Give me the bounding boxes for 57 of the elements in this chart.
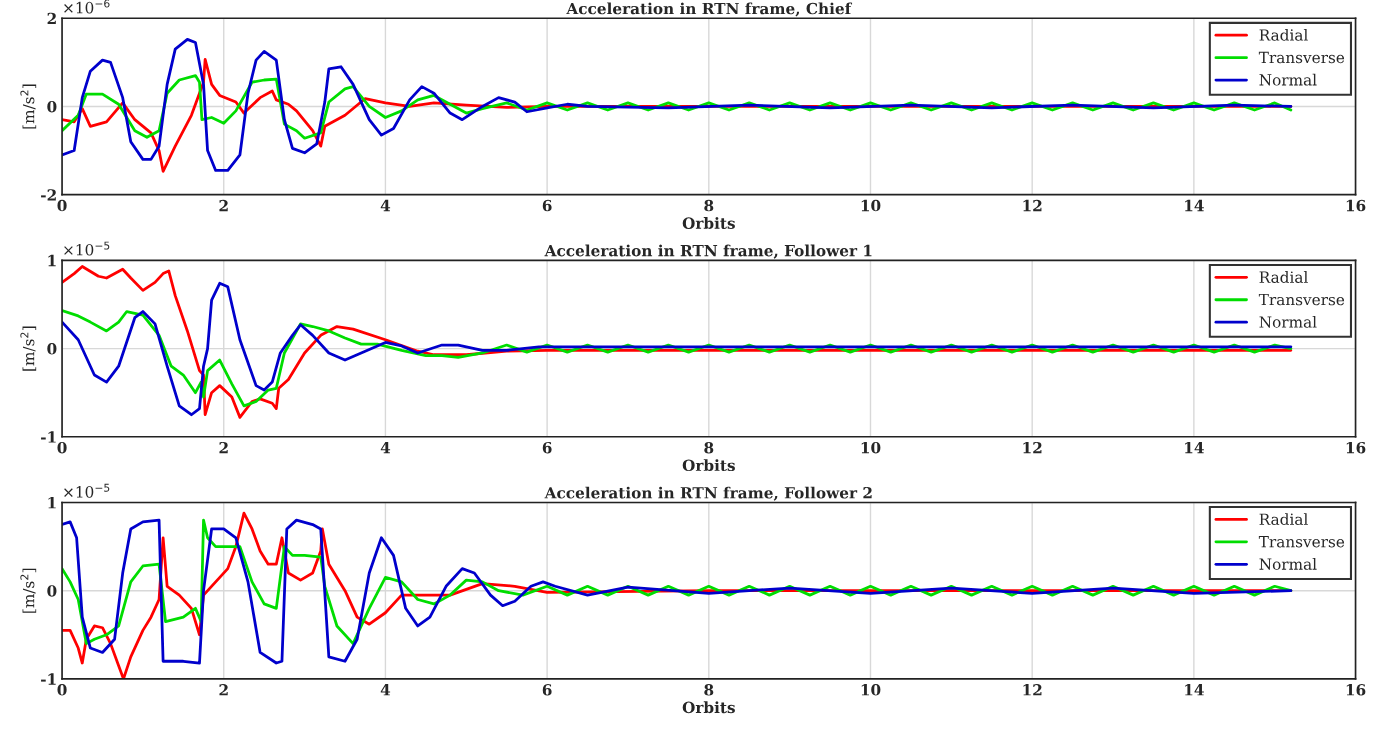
y-tick-label: 2 bbox=[47, 12, 56, 25]
x-tick-label: 4 bbox=[380, 684, 391, 696]
chart-title: Acceleration in RTN frame, Follower 2 bbox=[544, 486, 872, 501]
x-tick-label: 10 bbox=[861, 199, 881, 212]
y-tick-label: 1 bbox=[48, 254, 56, 267]
x-axis-title: Orbits bbox=[682, 459, 735, 472]
x-tick-label: 14 bbox=[1185, 684, 1204, 696]
legend-label: Normal bbox=[1259, 73, 1317, 86]
chart-title: Acceleration in RTN frame, Chief bbox=[566, 2, 853, 17]
legend-label: Normal bbox=[1259, 558, 1317, 570]
y-axis-title: [m/s$^{2}$] bbox=[20, 84, 37, 129]
legend-label: Normal bbox=[1259, 315, 1317, 328]
x-tick-label: 8 bbox=[704, 199, 714, 212]
x-tick-label: 6 bbox=[542, 441, 552, 454]
x-tick-label: 16 bbox=[1346, 441, 1366, 454]
legend-label: Transverse bbox=[1258, 536, 1345, 548]
legend-label: Radial bbox=[1259, 513, 1308, 525]
x-tick-label: 0 bbox=[57, 684, 67, 696]
x-tick-label: 12 bbox=[1023, 441, 1042, 454]
legend-label: Transverse bbox=[1258, 293, 1345, 306]
chart-title: Acceleration in RTN frame, Follower 1 bbox=[544, 244, 872, 259]
x-tick-label: 2 bbox=[219, 199, 228, 212]
y-axis-title: [m/s$^{2}$] bbox=[20, 568, 37, 613]
legend-label: Radial bbox=[1259, 28, 1308, 41]
x-tick-label: 14 bbox=[1185, 441, 1204, 454]
y-tick-label: -1 bbox=[41, 673, 56, 685]
y-tick-label: -1 bbox=[41, 431, 56, 443]
text: ×10$^{−6}$ bbox=[64, 0, 110, 14]
x-tick-label: 8 bbox=[704, 684, 714, 696]
x-tick-label: 6 bbox=[542, 199, 552, 212]
x-tick-label: 2 bbox=[219, 684, 228, 696]
x-tick-label: 12 bbox=[1023, 199, 1042, 212]
x-tick-label: 0 bbox=[57, 199, 67, 212]
x-tick-label: 10 bbox=[861, 441, 881, 454]
y-tick-label: 0 bbox=[47, 585, 57, 597]
x-tick-label: 12 bbox=[1023, 684, 1042, 696]
x-tick-label: 4 bbox=[380, 441, 391, 454]
x-tick-label: 6 bbox=[542, 684, 552, 696]
x-tick-label: 0 bbox=[57, 441, 67, 454]
x-axis-title: Orbits bbox=[682, 701, 735, 714]
legend-label: Radial bbox=[1259, 271, 1308, 283]
y-axis-title: [m/s$^{2}$] bbox=[20, 326, 37, 371]
y-tick-label: 0 bbox=[47, 100, 57, 113]
y-tick-label: 1 bbox=[48, 496, 56, 509]
x-tick-label: 16 bbox=[1346, 199, 1366, 212]
x-tick-label: 10 bbox=[861, 684, 881, 696]
x-tick-label: 2 bbox=[219, 441, 228, 454]
y-tick-label: -2 bbox=[41, 189, 56, 201]
y-tick-label: 0 bbox=[47, 343, 57, 355]
x-tick-label: 8 bbox=[704, 441, 714, 454]
x-tick-label: 14 bbox=[1185, 199, 1204, 212]
text: ×10$^{−5}$ bbox=[64, 483, 110, 498]
text: ×10$^{−5}$ bbox=[64, 241, 110, 256]
x-axis-title: Orbits bbox=[682, 217, 735, 229]
x-tick-label: 16 bbox=[1346, 684, 1366, 696]
legend-label: Transverse bbox=[1258, 51, 1345, 64]
x-tick-label: 4 bbox=[380, 199, 391, 212]
